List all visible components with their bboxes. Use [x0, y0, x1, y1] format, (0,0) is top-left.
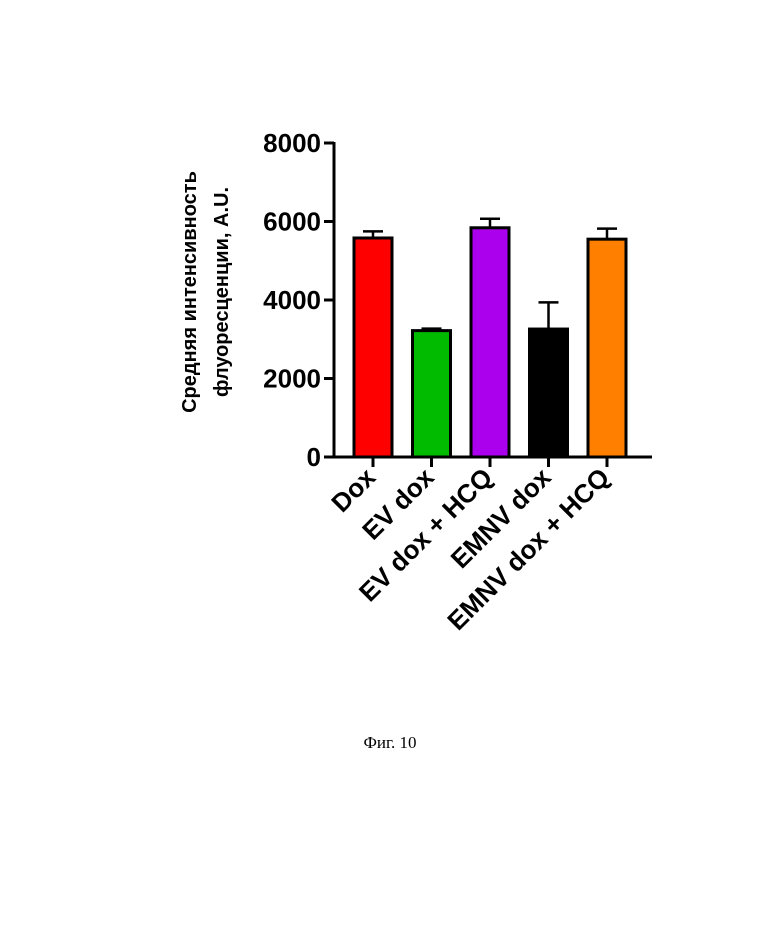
y-tick-label: 2000 [263, 364, 321, 394]
y-tick-label: 8000 [263, 128, 321, 158]
x-tick-labels: DoxEV doxEV dox + HCQEMNV doxEMNV dox + … [325, 457, 615, 636]
y-tick-label: 6000 [263, 207, 321, 237]
bar [354, 238, 392, 457]
bar [588, 239, 626, 457]
y-axis-title-line1: Средняя интенсивность [179, 171, 201, 413]
bars [354, 228, 626, 457]
figure-caption: Фиг. 10 [0, 733, 780, 753]
y-tick-label: 4000 [263, 285, 321, 315]
y-tick-label: 0 [307, 442, 321, 472]
y-ticks: 0 2000 4000 6000 8000 [263, 128, 334, 472]
bar [413, 331, 451, 457]
bar [471, 228, 509, 457]
y-axis-title-line2: флуоресценции, A.U. [211, 187, 233, 397]
bar [530, 329, 568, 457]
